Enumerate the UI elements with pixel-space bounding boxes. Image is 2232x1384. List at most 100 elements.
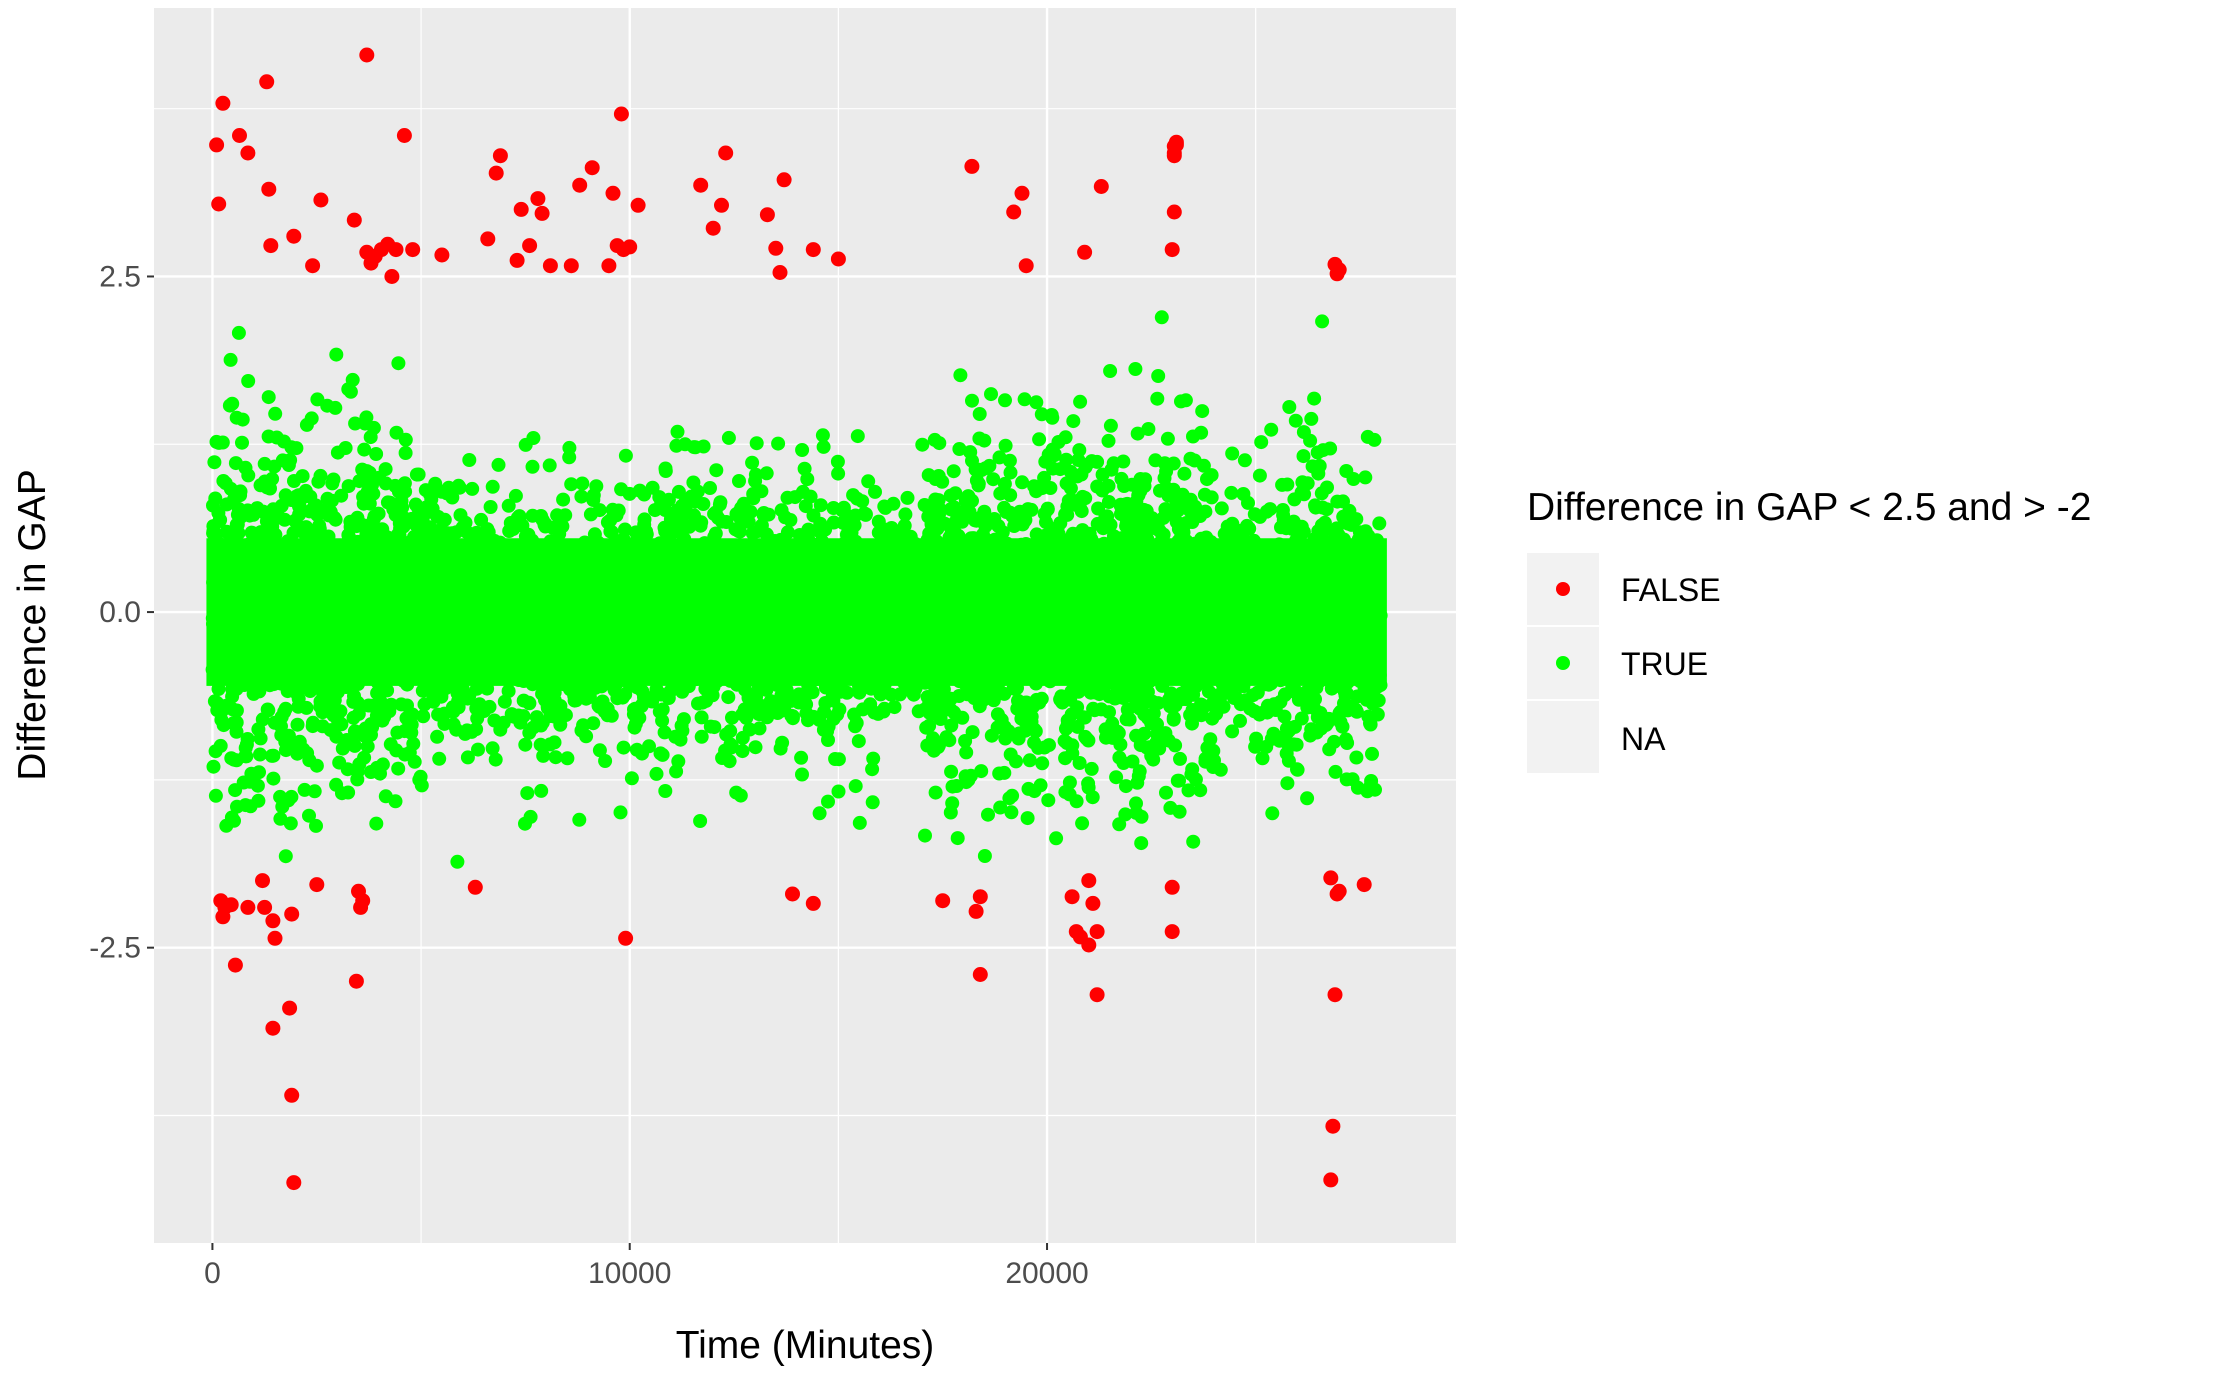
true-point (1159, 785, 1173, 800)
true-point (302, 808, 316, 823)
true-point (955, 514, 970, 529)
true-point (364, 727, 378, 742)
true-point (219, 497, 234, 512)
true-point (397, 511, 412, 526)
true-point (1091, 501, 1106, 516)
true-point (1090, 516, 1105, 531)
true-point (990, 707, 1005, 722)
true-point (281, 458, 296, 472)
true-point (613, 805, 628, 820)
true-point (1070, 700, 1085, 715)
true-point (510, 510, 525, 525)
true-point (632, 483, 647, 498)
true-point (610, 691, 625, 706)
true-point (992, 450, 1007, 465)
true-point (214, 704, 229, 719)
true-point (474, 512, 489, 527)
true-point (1103, 364, 1118, 378)
true-point (398, 446, 413, 460)
true-point (388, 794, 403, 809)
true-point (958, 734, 973, 748)
true-point (634, 699, 649, 713)
true-point (248, 504, 263, 519)
true-point (488, 752, 503, 767)
true-point (1084, 761, 1099, 776)
true-point (658, 464, 673, 478)
true-point (732, 474, 746, 488)
true-point (878, 522, 893, 537)
true-point (1134, 836, 1149, 851)
true-point (346, 694, 361, 709)
true-point (1112, 750, 1127, 765)
true-point (1132, 522, 1147, 537)
true-point (813, 498, 828, 513)
true-point (295, 469, 310, 484)
true-point (1194, 697, 1208, 712)
true-point (958, 769, 973, 784)
true-point (932, 436, 947, 451)
true-point (341, 479, 356, 494)
true-point (257, 456, 272, 471)
true-point (742, 722, 757, 737)
true-point (1319, 502, 1334, 517)
true-point (216, 718, 231, 733)
true-point (815, 428, 830, 443)
true-point (1084, 454, 1099, 469)
true-point (501, 684, 516, 699)
true-point (945, 779, 960, 794)
true-point (931, 493, 946, 508)
true-point (261, 390, 276, 405)
true-point (471, 742, 485, 757)
true-point (299, 417, 314, 432)
true-point (637, 517, 652, 532)
true-point (224, 810, 239, 825)
true-point (1102, 705, 1116, 720)
true-point (1300, 791, 1315, 806)
true-point (953, 368, 968, 383)
true-point (1193, 783, 1208, 798)
true-point (348, 416, 363, 431)
true-point (972, 407, 987, 421)
true-point (341, 382, 356, 397)
true-point (586, 493, 601, 507)
true-point (1027, 479, 1042, 494)
true-point (1065, 526, 1080, 541)
true-point (1103, 418, 1118, 433)
true-point (778, 510, 793, 525)
true-point (548, 750, 563, 765)
true-point (724, 740, 739, 755)
true-point (1065, 746, 1080, 761)
true-point (1252, 707, 1267, 722)
true-point (649, 766, 664, 781)
true-point (522, 696, 537, 711)
true-point (855, 494, 870, 509)
true-point (487, 713, 502, 728)
true-point (1349, 512, 1364, 527)
true-point (277, 512, 292, 527)
true-point (388, 478, 403, 493)
true-point (582, 690, 597, 705)
true-point (208, 788, 223, 803)
true-point (1338, 688, 1353, 703)
true-point (360, 739, 375, 754)
true-point (306, 715, 320, 730)
true-point (1259, 739, 1274, 754)
true-point (893, 687, 907, 702)
true-point (1137, 726, 1152, 741)
true-point (334, 488, 349, 503)
true-point (1237, 453, 1252, 468)
true-point (346, 710, 361, 725)
true-point (555, 519, 570, 534)
true-point (1141, 422, 1156, 436)
true-point (397, 747, 412, 762)
true-point (550, 508, 565, 523)
true-point (266, 771, 281, 786)
true-point (799, 697, 814, 712)
true-point (915, 437, 930, 452)
true-point (663, 684, 678, 699)
true-point (1114, 471, 1129, 486)
true-point (1280, 776, 1295, 791)
true-point (1032, 432, 1047, 447)
true-point (1073, 394, 1088, 409)
